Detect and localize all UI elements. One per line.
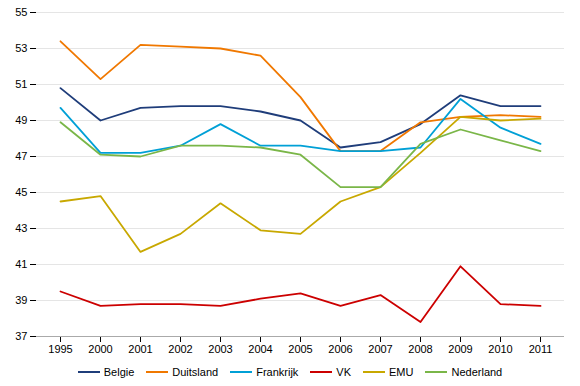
- svg-text:2005: 2005: [288, 343, 312, 355]
- svg-text:39: 39: [15, 294, 27, 306]
- svg-text:2003: 2003: [208, 343, 232, 355]
- svg-text:2011: 2011: [529, 343, 553, 355]
- svg-text:51: 51: [15, 78, 27, 90]
- svg-text:53: 53: [15, 42, 27, 54]
- html-text:Nederland: Nederland: [451, 366, 503, 378]
- svg-text:55: 55: [15, 6, 27, 18]
- svg-text:49: 49: [15, 114, 27, 126]
- svg-text:47: 47: [15, 150, 27, 162]
- html-text:VK: VK: [336, 366, 351, 378]
- html-text:Belgie: Belgie: [103, 366, 135, 378]
- svg-text:1995: 1995: [48, 343, 72, 355]
- svg-text:2006: 2006: [328, 343, 352, 355]
- svg-text:2004: 2004: [248, 343, 272, 355]
- svg-text:2001: 2001: [128, 343, 152, 355]
- html-text:EMU: EMU: [389, 366, 414, 378]
- svg-text:2007: 2007: [368, 343, 392, 355]
- svg-text:2002: 2002: [168, 343, 192, 355]
- svg-text:41: 41: [15, 258, 27, 270]
- svg-text:2009: 2009: [448, 343, 472, 355]
- svg-text:45: 45: [15, 186, 27, 198]
- html-text:Frankrijk: Frankrijk: [256, 366, 299, 378]
- svg-text:2008: 2008: [408, 343, 432, 355]
- svg-text:2000: 2000: [88, 343, 112, 355]
- svg-text:43: 43: [15, 222, 27, 234]
- svg-text:2010: 2010: [488, 343, 512, 355]
- html-text:Duitsland: Duitsland: [172, 366, 219, 378]
- svg-text:37: 37: [15, 330, 27, 342]
